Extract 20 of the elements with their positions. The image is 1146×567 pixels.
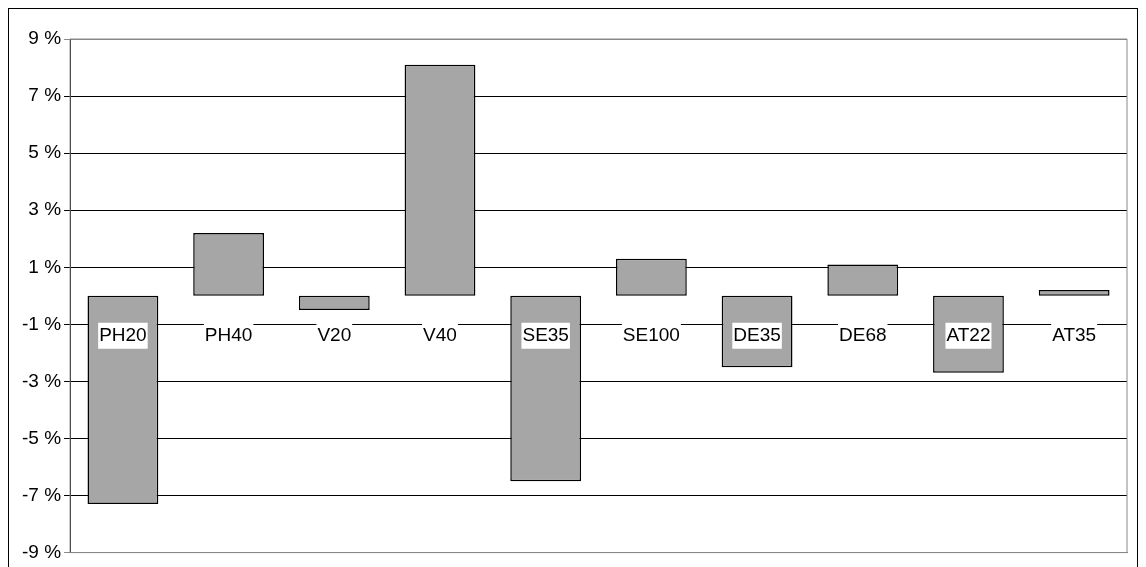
x-tick-label: SE100 xyxy=(622,324,680,346)
y-tick-label: -1 % xyxy=(21,312,62,334)
y-tick-label: -7 % xyxy=(21,483,62,505)
x-tick-label: PH20 xyxy=(99,324,147,346)
y-tick-label: -5 % xyxy=(21,426,62,448)
x-tick-label: AT22 xyxy=(946,324,991,346)
y-tick-label: -9 % xyxy=(21,540,62,562)
y-tick-label: 5 % xyxy=(28,141,62,163)
x-tick-label: AT35 xyxy=(1052,324,1097,346)
x-tick-label: V40 xyxy=(423,324,457,346)
y-tick-label: 7 % xyxy=(28,84,62,106)
y-tick-label: 1 % xyxy=(28,255,62,277)
y-tick-label: 3 % xyxy=(28,198,62,220)
x-tick-label: SE35 xyxy=(522,324,569,346)
x-tick-label: DE68 xyxy=(839,324,887,346)
y-tick-label: 9 % xyxy=(28,27,62,49)
x-tick-label: V20 xyxy=(317,324,352,346)
x-tick-label: PH40 xyxy=(204,324,253,346)
x-tick-label: DE35 xyxy=(733,324,781,346)
y-tick-label: -3 % xyxy=(21,369,62,391)
